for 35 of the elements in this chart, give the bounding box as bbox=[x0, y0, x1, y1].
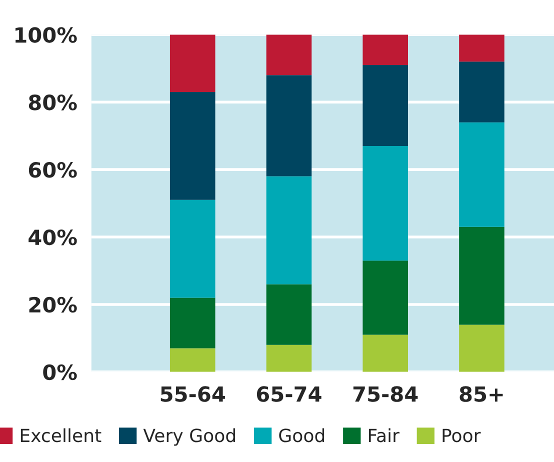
legend-label: Fair bbox=[369, 428, 400, 442]
bar bbox=[459, 324, 504, 372]
bar bbox=[362, 334, 408, 372]
bar bbox=[170, 34, 216, 92]
bar bbox=[170, 200, 216, 298]
y-tick-label: 100% bbox=[16, 27, 77, 43]
bar bbox=[362, 65, 408, 146]
bar bbox=[362, 260, 408, 335]
legend-label: Good bbox=[279, 428, 324, 442]
legend-label: Very Good bbox=[143, 428, 235, 446]
bar bbox=[266, 284, 312, 345]
legend-label: Excellent bbox=[20, 428, 102, 442]
bar bbox=[266, 34, 312, 76]
bar bbox=[362, 146, 408, 261]
y-tick-label: 40% bbox=[28, 229, 77, 246]
x-tick-label: 65-74 bbox=[256, 386, 322, 402]
bar bbox=[459, 226, 504, 325]
bar bbox=[170, 348, 216, 372]
bar bbox=[459, 62, 504, 122]
y-tick-label: 80% bbox=[28, 94, 77, 110]
legend-label: Poor bbox=[442, 428, 481, 442]
bar bbox=[266, 75, 312, 176]
x-tick-label: 55-64 bbox=[160, 386, 225, 402]
bar bbox=[459, 122, 504, 227]
bar bbox=[459, 34, 504, 62]
bar bbox=[170, 92, 216, 200]
x-tick-label: 75-84 bbox=[353, 386, 418, 402]
bar bbox=[362, 34, 408, 66]
y-tick-label: 0% bbox=[43, 364, 77, 380]
y-tick-label: 20% bbox=[29, 296, 77, 313]
bar bbox=[266, 344, 312, 372]
x-tick-label: 85+ bbox=[460, 386, 503, 402]
bar bbox=[266, 176, 312, 284]
y-tick-label: 60% bbox=[28, 162, 77, 178]
bar bbox=[170, 298, 216, 348]
